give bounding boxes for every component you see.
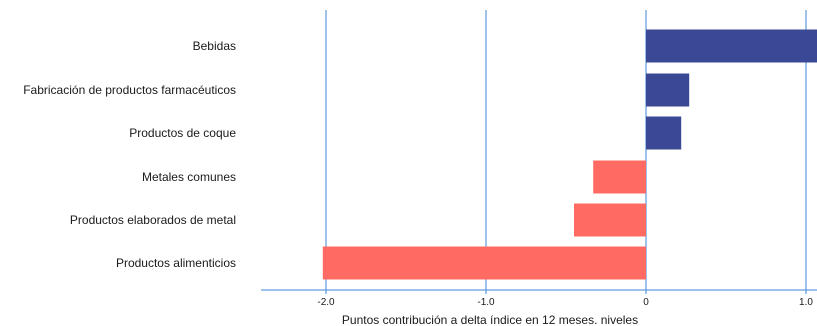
category-label-4: Productos elaborados de metal [70,213,236,227]
category-label-3: Metales comunes [142,170,236,184]
bar-1 [646,73,690,107]
x-axis-title: Puntos contribución a delta índice en 12… [342,313,638,326]
x-tick-label-3: 1.0 [799,297,813,308]
bar-0 [646,29,817,63]
category-label-0: Bebidas [193,39,236,53]
x-tick-label-2: 0 [643,297,649,308]
x-tick-label-1: -1.0 [477,297,495,308]
category-label-5: Productos alimenticios [116,256,236,270]
bar-5 [322,246,646,280]
bar-3 [593,160,646,194]
x-tick-label-0: -2.0 [317,297,335,308]
bars [322,29,817,280]
bar-2 [646,116,682,150]
category-labels: Bebidas Fabricación de productos farmacéu… [23,39,236,270]
category-label-1: Fabricación de productos farmacéuticos [23,83,236,97]
bar-4 [574,203,646,237]
category-label-2: Productos de coque [129,126,236,140]
x-axis: -2.0 -1.0 0 1.0 [261,289,817,308]
